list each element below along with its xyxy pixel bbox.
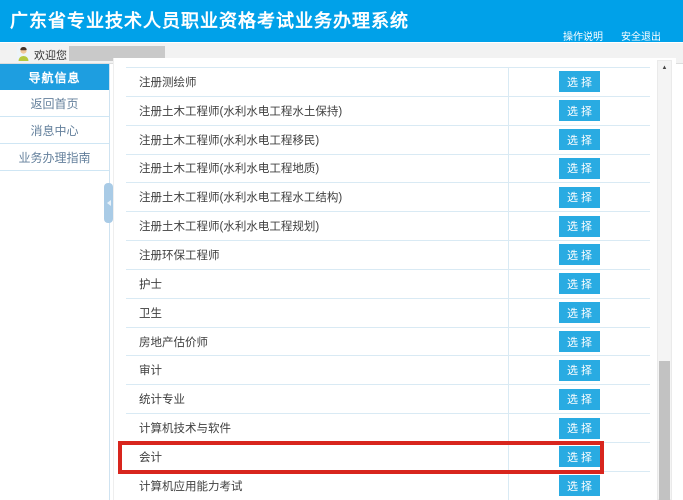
exam-name: 注册土木工程师(水利水电工程地质) (139, 163, 320, 176)
exam-name: 计算机应用能力考试 (139, 480, 243, 493)
action-cell: 选 择 (508, 68, 650, 96)
sidebar-item-guide[interactable]: 业务办理指南 (0, 144, 109, 171)
table-row: 审计 选 择 (126, 356, 650, 386)
action-cell: 选 择 (508, 442, 650, 471)
table-row: 注册土木工程师(水利水电工程水工结构) 选 择 (126, 183, 650, 213)
table-row: 卫生 选 择 (126, 298, 650, 328)
action-cell: 选 择 (508, 212, 650, 241)
operation-help-link[interactable]: 操作说明 (563, 32, 603, 43)
user-avatar-icon (17, 46, 30, 61)
exam-name: 房地产估价师 (139, 336, 208, 349)
select-button[interactable]: 选 择 (559, 100, 600, 122)
table-row: 注册测绘师 选 择 (126, 68, 650, 97)
select-button[interactable]: 选 择 (559, 331, 600, 353)
action-cell: 选 择 (508, 385, 650, 414)
page-title: 广东省专业技术人员职业资格考试业务办理系统 (10, 11, 409, 31)
exam-table: 注册测绘师 选 择 注册土木工程师(水利水电工程水土保持) 选 择 注册土木工程… (118, 67, 650, 500)
exam-name: 统计专业 (139, 394, 185, 407)
table-row: 注册土木工程师(水利水电工程水土保持) 选 择 (126, 96, 650, 126)
header-links: 操作说明 安全退出 (563, 28, 661, 43)
action-cell: 选 择 (508, 96, 650, 125)
action-cell: 选 择 (508, 269, 650, 298)
action-cell: 选 择 (508, 471, 650, 500)
action-cell: 选 择 (508, 183, 650, 212)
sidebar-item-home[interactable]: 返回首页 (0, 90, 109, 117)
select-button[interactable]: 选 择 (559, 417, 600, 439)
table-row: 护士 选 择 (126, 269, 650, 299)
table-row: 注册环保工程师 选 择 (126, 241, 650, 270)
table-row: 注册土木工程师(水利水电工程地质) 选 择 (126, 154, 650, 184)
table-row: 注册土木工程师(水利水电工程移民) 选 择 (126, 125, 650, 155)
safe-logout-link[interactable]: 安全退出 (621, 32, 661, 43)
action-cell: 选 择 (508, 356, 650, 385)
exam-name: 注册土木工程师(水利水电工程水工结构) (139, 192, 343, 205)
sidebar-item-nav-info[interactable]: 导航信息 (0, 64, 109, 90)
exam-name: 卫生 (139, 307, 162, 320)
action-cell: 选 择 (508, 125, 650, 154)
select-button[interactable]: 选 择 (559, 129, 600, 151)
action-cell: 选 择 (508, 241, 650, 269)
select-button[interactable]: 选 择 (559, 475, 600, 497)
table-row: 注册土木工程师(水利水电工程规划) 选 择 (126, 212, 650, 242)
table-row: 会计 选 择 (118, 440, 650, 474)
exam-name: 会计 (139, 451, 162, 464)
sidebar-item-messages[interactable]: 消息中心 (0, 117, 109, 144)
select-button[interactable]: 选 择 (559, 215, 600, 237)
exam-name: 注册测绘师 (139, 76, 197, 89)
select-button[interactable]: 选 择 (559, 302, 600, 324)
exam-name: 注册土木工程师(水利水电工程规划) (139, 221, 320, 234)
select-button[interactable]: 选 择 (559, 388, 600, 410)
table-row: 房地产估价师 选 择 (126, 327, 650, 357)
table-row: 计算机技术与软件 选 择 (126, 414, 650, 443)
exam-name: 审计 (139, 365, 162, 378)
action-cell: 选 择 (508, 154, 650, 183)
action-cell: 选 择 (508, 414, 650, 442)
select-button[interactable]: 选 择 (559, 157, 600, 179)
action-cell: 选 择 (508, 298, 650, 327)
header-bar: 广东省专业技术人员职业资格考试业务办理系统 操作说明 安全退出 (0, 0, 683, 43)
exam-name: 注册土木工程师(水利水电工程移民) (139, 134, 320, 147)
table-row: 统计专业 选 择 (126, 385, 650, 415)
exam-name: 计算机技术与软件 (139, 423, 231, 436)
scrollbar[interactable]: ▲ (657, 60, 672, 500)
exam-name: 护士 (139, 278, 162, 291)
select-button[interactable]: 选 择 (559, 244, 600, 266)
sidebar-collapse-handle[interactable] (104, 183, 113, 223)
redacted-username (69, 46, 165, 61)
sidebar: 导航信息 返回首页 消息中心 业务办理指南 (0, 64, 110, 500)
select-button[interactable]: 选 择 (559, 71, 600, 93)
exam-name: 注册土木工程师(水利水电工程水土保持) (139, 105, 343, 118)
content-panel: 注册测绘师 选 择 注册土木工程师(水利水电工程水土保持) 选 择 注册土木工程… (113, 58, 676, 500)
select-button[interactable]: 选 择 (559, 446, 600, 468)
exam-name: 注册环保工程师 (139, 249, 220, 262)
select-button[interactable]: 选 择 (559, 186, 600, 208)
scroll-up-icon[interactable]: ▲ (661, 65, 668, 71)
collapse-arrow-icon (106, 200, 111, 206)
select-button[interactable]: 选 择 (559, 359, 600, 381)
action-cell: 选 择 (508, 327, 650, 356)
table-row: 计算机应用能力考试 选 择 (126, 471, 650, 500)
scrollbar-thumb[interactable] (659, 361, 670, 500)
select-button[interactable]: 选 择 (559, 273, 600, 295)
welcome-label: 欢迎您 (34, 50, 67, 62)
